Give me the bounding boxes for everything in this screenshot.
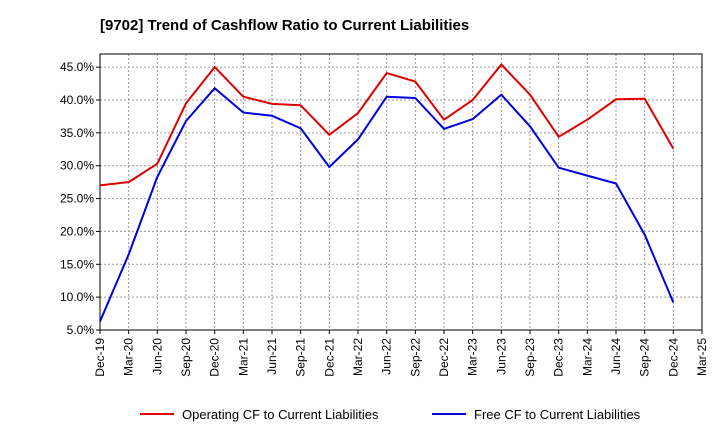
x-tick-label: Jun-21 (265, 338, 279, 375)
plot-area (99, 53, 703, 331)
x-tick-label: Dec-19 (93, 338, 107, 377)
y-tick-label: 40.0% (60, 93, 94, 107)
x-tick-label: Jun-24 (609, 338, 623, 375)
y-tick-label: 30.0% (60, 159, 94, 173)
series-lines (99, 63, 675, 322)
x-tick-label: Mar-22 (351, 338, 365, 376)
y-tick-label: 25.0% (60, 192, 94, 206)
y-tick-label: 35.0% (60, 126, 94, 140)
x-tick-label: Mar-20 (122, 338, 136, 376)
x-tick-label: Dec-20 (208, 338, 222, 377)
legend: Operating CF to Current Liabilities Free … (140, 407, 641, 422)
y-tick-label: 5.0% (67, 323, 95, 337)
x-tick-label: Sep-21 (294, 338, 308, 377)
x-tick-label: Sep-20 (179, 338, 193, 377)
series-line-1 (99, 63, 675, 187)
x-tick-label: Sep-22 (408, 338, 422, 377)
x-tick-label: Dec-23 (552, 338, 566, 377)
x-tick-label: Mar-24 (580, 338, 594, 376)
x-tick-label: Dec-22 (437, 338, 451, 377)
grid (99, 54, 703, 331)
chart-title: [9702] Trend of Cashflow Ratio to Curren… (100, 17, 469, 34)
y-axis: 5.0% 10.0% 15.0% 20.0% 25.0% 30.0% 35.0% 40.0% 4… (60, 60, 100, 337)
series-line-2 (99, 87, 675, 322)
x-tick-label: Jun-20 (150, 338, 164, 375)
legend-label: Free CF to Current Liabilities (474, 407, 641, 422)
y-tick-label: 10.0% (60, 290, 94, 304)
x-tick-label: Sep-24 (638, 338, 652, 377)
x-tick-label: Mar-21 (236, 338, 250, 376)
y-tick-label: 20.0% (60, 224, 94, 238)
y-tick-label: 45.0% (60, 60, 94, 74)
y-tick-label: 15.0% (60, 257, 94, 271)
x-tick-label: Jun-22 (380, 338, 394, 375)
x-tick-label: Dec-24 (666, 338, 680, 377)
legend-label: Operating CF to Current Liabilities (182, 407, 379, 422)
x-axis: Dec-19 Mar-20 Jun-20 Sep-20 Dec-20 Mar-21 Jun-… (93, 330, 709, 377)
x-tick-label: Mar-25 (695, 338, 709, 376)
x-tick-label: Jun-23 (494, 338, 508, 375)
x-tick-label: Dec-21 (322, 338, 336, 377)
x-tick-label: Sep-23 (523, 338, 537, 377)
x-tick-label: Mar-23 (466, 338, 480, 376)
